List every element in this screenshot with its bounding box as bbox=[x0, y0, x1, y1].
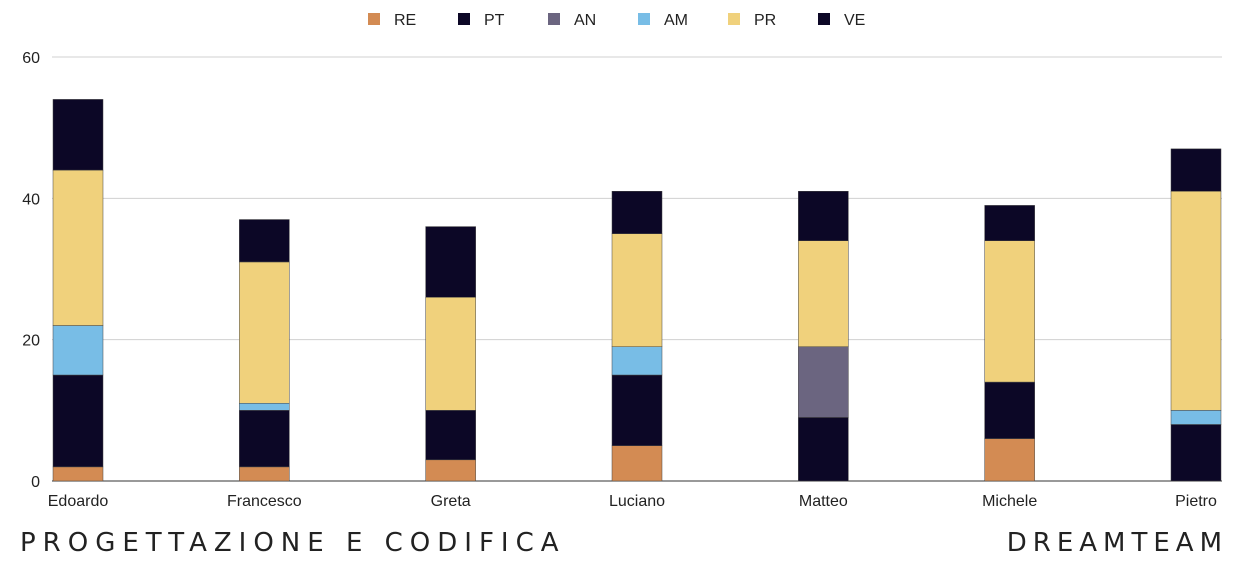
bar-segment-pr-greta bbox=[425, 297, 476, 411]
bar-segment-ve-greta bbox=[425, 226, 476, 298]
bar-segment-ve-michele bbox=[984, 205, 1035, 241]
legend-label-ve: VE bbox=[844, 12, 865, 29]
bar-segment-pt-matteo bbox=[798, 417, 849, 482]
bar-segment-pr-pietro bbox=[1170, 191, 1222, 411]
legend-label-re: RE bbox=[394, 12, 416, 29]
legend-swatch-pr bbox=[728, 13, 740, 25]
bar-segment-am-francesco bbox=[239, 403, 290, 411]
bar-segment-re-francesco bbox=[239, 466, 290, 482]
bar-segment-pt-francesco bbox=[239, 410, 290, 468]
bar-segment-pr-francesco bbox=[239, 261, 290, 404]
bar-segment-pt-edoardo bbox=[52, 374, 104, 468]
legend-swatch-pt bbox=[458, 13, 470, 25]
x-tick-label: Luciano bbox=[609, 493, 665, 510]
x-tick-label: Francesco bbox=[227, 493, 302, 510]
legend-swatch-ve bbox=[818, 13, 830, 25]
x-tick-label: Michele bbox=[982, 493, 1037, 510]
bar-segment-re-michele bbox=[984, 438, 1035, 482]
bar-segment-am-edoardo bbox=[52, 325, 104, 376]
legend-swatch-an bbox=[548, 13, 560, 25]
bar-segment-re-edoardo bbox=[52, 466, 104, 482]
bar-segment-ve-francesco bbox=[239, 219, 290, 263]
legend-label-am: AM bbox=[664, 12, 688, 29]
bar-segment-an-matteo bbox=[798, 346, 849, 418]
legend-swatch-am bbox=[638, 13, 650, 25]
bar-segment-am-luciano bbox=[611, 346, 663, 376]
y-tick-label: 60 bbox=[22, 50, 40, 67]
bar-segment-pt-michele bbox=[984, 381, 1035, 439]
bar-segment-pr-matteo bbox=[798, 240, 849, 347]
bar-segment-ve-edoardo bbox=[52, 99, 104, 171]
footer-right-title: DREAMTEAM bbox=[1006, 528, 1228, 558]
stacked-bar-chart: 0 20 40 60 Edoardo Francesco Greta Luciano Matte… bbox=[22, 12, 1222, 510]
y-tick-label: 20 bbox=[22, 333, 40, 350]
legend-label-an: AN bbox=[574, 12, 596, 29]
bar-segment-ve-luciano bbox=[611, 191, 663, 234]
y-tick-label: 0 bbox=[31, 474, 40, 491]
y-tick-label: 40 bbox=[22, 191, 40, 208]
bar-segment-pr-michele bbox=[984, 240, 1035, 383]
bar-segment-ve-pietro bbox=[1170, 148, 1222, 192]
x-tick-label: Greta bbox=[431, 493, 471, 510]
bar-segment-ve-matteo bbox=[798, 191, 849, 241]
bar-segment-re-greta bbox=[425, 459, 476, 482]
bar-segment-pr-luciano bbox=[611, 233, 663, 347]
bar-segment-pt-greta bbox=[425, 410, 476, 461]
bar-segment-pt-pietro bbox=[1170, 424, 1222, 482]
bar-segment-pr-edoardo bbox=[52, 169, 104, 326]
x-tick-label: Pietro bbox=[1175, 493, 1217, 510]
x-tick-label: Edoardo bbox=[48, 493, 109, 510]
x-tick-label: Matteo bbox=[799, 493, 848, 510]
bar-segment-re-luciano bbox=[611, 445, 663, 482]
legend-label-pr: PR bbox=[754, 12, 776, 29]
legend-label-pt: PT bbox=[484, 12, 505, 29]
bar-segment-am-pietro bbox=[1170, 410, 1222, 425]
bar-segment-pt-luciano bbox=[611, 374, 663, 446]
footer-left-title: PROGETTAZIONE E CODIFICA bbox=[20, 528, 566, 558]
legend-swatch-re bbox=[368, 13, 380, 25]
